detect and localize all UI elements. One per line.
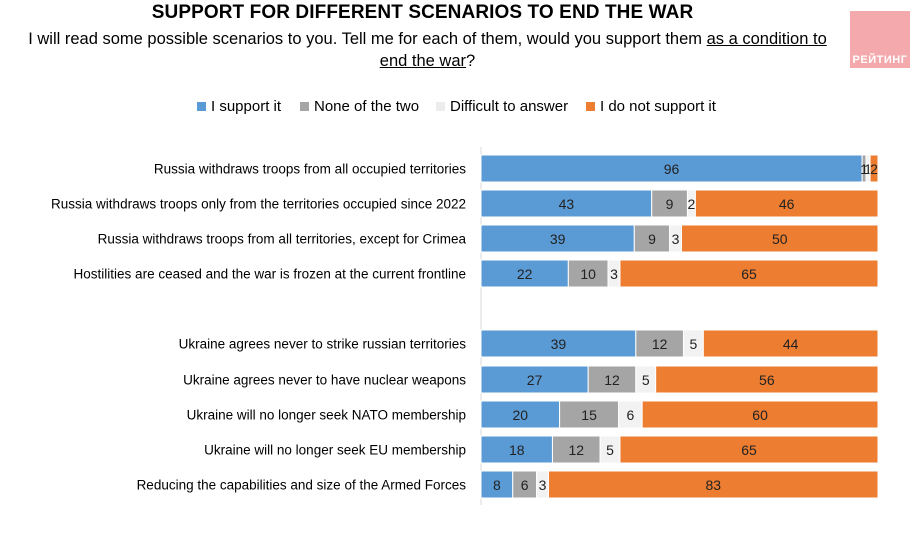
data-label: 5 <box>689 336 697 352</box>
data-label: 46 <box>779 196 795 212</box>
subtitle-underlined-a: as a condition to <box>706 30 827 48</box>
chart-legend: I support it None of the two Difficult to … <box>0 98 922 118</box>
bar-segment <box>869 154 879 183</box>
category-label: Ukraine will no longer seek NATO members… <box>187 408 466 423</box>
bar-segment <box>547 470 879 499</box>
data-label: 5 <box>642 372 650 388</box>
bar-segment <box>480 154 863 183</box>
bar-segment <box>567 259 609 288</box>
data-label: 15 <box>581 407 597 423</box>
legend-item: Difficult to answer <box>436 98 568 115</box>
chart-title: SUPPORT FOR DIFFERENT SCENARIOS TO END T… <box>151 2 694 23</box>
category-label: Russia withdraws troops only from the te… <box>51 197 466 212</box>
bar-segment <box>694 189 879 218</box>
data-label: 6 <box>521 477 529 493</box>
legend-label: I do not support it <box>600 98 716 115</box>
data-label: 12 <box>652 336 668 352</box>
legend-swatch <box>586 102 595 111</box>
data-label: 12 <box>604 372 620 388</box>
data-label: 50 <box>772 231 788 247</box>
category-label: Hostilities are ceased and the war is fr… <box>74 267 466 282</box>
data-label: 18 <box>509 442 525 458</box>
bar-segment <box>480 189 653 218</box>
data-label: 22 <box>517 266 533 282</box>
legend-item: None of the two <box>300 98 419 115</box>
legend-swatch <box>436 102 445 111</box>
data-label: 9 <box>666 196 674 212</box>
subtitle-text: I will read some possible scenarios to y… <box>28 30 707 48</box>
data-label: 39 <box>551 336 567 352</box>
data-label: 56 <box>759 372 775 388</box>
bar-segment <box>655 365 879 394</box>
subtitle-underlined-b: end the war <box>379 52 467 70</box>
bar-segment <box>480 400 561 429</box>
category-label: Russia withdraws troops from all territo… <box>98 232 467 247</box>
chart-subtitle: I will read some possible scenarios to y… <box>20 28 835 72</box>
bar-segment <box>480 259 569 288</box>
data-label: 5 <box>606 442 614 458</box>
bar-segment <box>702 329 879 358</box>
data-label: 27 <box>527 372 543 388</box>
bar-segment <box>619 259 879 288</box>
data-label: 10 <box>580 266 596 282</box>
data-label: 65 <box>741 442 757 458</box>
data-label: 96 <box>664 161 680 177</box>
legend-item: I support it <box>197 98 281 115</box>
bar-segment <box>651 189 688 218</box>
data-label: 44 <box>783 336 799 352</box>
data-label: 39 <box>550 231 566 247</box>
data-label: 65 <box>741 266 757 282</box>
bar-segment <box>619 435 879 464</box>
bar-segment <box>641 400 879 429</box>
data-label: 1 <box>864 161 872 177</box>
subtitle-end: ? <box>466 52 476 70</box>
data-label: 12 <box>568 442 584 458</box>
bar-segment <box>587 365 637 394</box>
legend-label: Difficult to answer <box>450 98 569 115</box>
bar-segment <box>559 400 620 429</box>
rating-logo: РЕЙТИНГ <box>850 11 910 68</box>
category-label: Ukraine agrees never to have nuclear wea… <box>183 373 466 388</box>
data-label: 60 <box>752 407 768 423</box>
data-label: 9 <box>648 231 656 247</box>
bar-segment <box>480 435 553 464</box>
legend-label: I support it <box>211 98 282 115</box>
bar-segment <box>635 329 684 358</box>
category-label: Ukraine will no longer seek EU membershi… <box>204 443 466 458</box>
legend-swatch <box>197 102 206 111</box>
category-label: Reducing the capabilities and size of th… <box>137 478 467 493</box>
data-label: 83 <box>705 477 721 493</box>
legend-swatch <box>300 102 309 111</box>
data-label: 6 <box>626 407 634 423</box>
data-label: 2 <box>870 161 878 177</box>
data-label: 2 <box>688 196 696 212</box>
bar-segment <box>680 224 879 253</box>
data-label: 20 <box>513 407 529 423</box>
data-label: 3 <box>539 477 547 493</box>
legend-label: None of the two <box>314 98 420 115</box>
data-label: 3 <box>672 231 680 247</box>
bar-segment <box>480 329 637 358</box>
category-label: Ukraine agrees never to strike russian t… <box>179 337 467 352</box>
legend-item: I do not support it <box>586 98 716 115</box>
category-label: Russia withdraws troops from all occupie… <box>154 162 466 177</box>
data-label: 43 <box>559 196 575 212</box>
bar-segment <box>480 365 589 394</box>
logo-text: РЕЙТИНГ <box>852 54 908 66</box>
data-label: 1 <box>860 161 868 177</box>
bar-segment <box>633 224 671 253</box>
bar-segment <box>551 435 601 464</box>
data-label: 3 <box>610 266 618 282</box>
bar-segment <box>480 224 635 253</box>
data-label: 8 <box>493 477 501 493</box>
